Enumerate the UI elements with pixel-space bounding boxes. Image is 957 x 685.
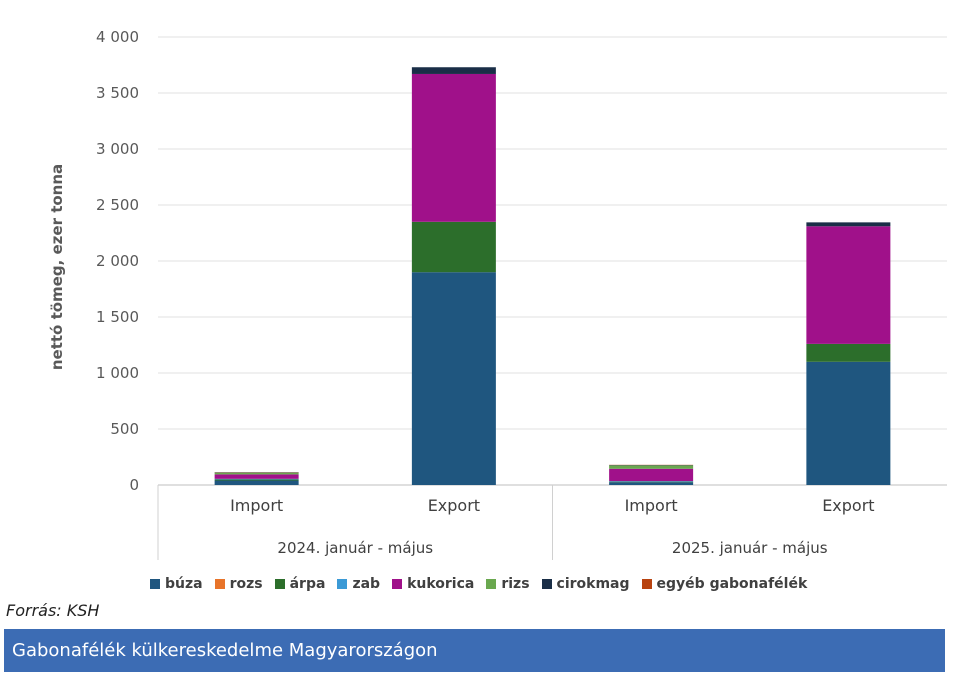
x-category-label: Export <box>822 496 874 515</box>
y-axis-title: nettó tömeg, ezer tonna <box>48 164 66 370</box>
legend-swatch <box>641 579 652 589</box>
y-tick-label: 3 500 <box>96 84 139 102</box>
bar-segment-árpa <box>609 481 694 483</box>
bar-segment-rizs <box>214 472 299 475</box>
bar-segment-zab <box>214 478 299 480</box>
bar-segment-árpa <box>214 479 299 481</box>
legend-item: cirokmag <box>541 576 630 592</box>
x-category-label: Import <box>625 496 678 515</box>
legend-item: kukorica <box>392 576 474 592</box>
legend: búza rozs árpa zab kukorica rizs cirokmag egyéb… <box>150 576 807 592</box>
legend-label: rizs <box>501 576 530 592</box>
x-category-label: Import <box>230 496 283 515</box>
y-tick-label: 2 000 <box>96 252 139 270</box>
legend-label: egyéb gabonafélék <box>656 576 808 592</box>
legend-swatch <box>150 579 160 589</box>
legend-swatch <box>486 579 497 589</box>
y-tick-label: 1 000 <box>96 364 139 382</box>
legend-item: árpa <box>274 576 326 592</box>
bar-segment-cirokmag <box>806 222 891 227</box>
y-tick-label: 2 500 <box>96 196 139 214</box>
legend-item: zab <box>337 576 380 592</box>
legend-label: zab <box>352 576 381 592</box>
y-tick-label: 1 500 <box>96 308 139 326</box>
bar-segment-búza <box>609 482 694 485</box>
bar-segment-kukorica <box>806 226 891 344</box>
bar-segment-búza <box>411 272 496 485</box>
legend-label: búza <box>165 576 203 592</box>
bar-segment-búza <box>806 361 891 485</box>
caption-title: Gabonafélék külkereskedelme Magyarország… <box>12 640 438 661</box>
legend-item: búza <box>150 576 203 592</box>
x-group-label: 2024. január - május <box>277 539 433 557</box>
source-note: Forrás: KSH <box>6 601 100 620</box>
bar-segment-árpa <box>806 343 891 362</box>
legend-item: egyéb gabonafélék <box>641 576 808 592</box>
legend-item: rozs <box>214 576 263 592</box>
legend-swatch <box>392 579 403 589</box>
y-tick-label: 0 <box>129 476 139 494</box>
bar-segment-árpa <box>411 221 496 273</box>
bar-segment-kukorica <box>609 468 694 482</box>
y-tick-label: 3 000 <box>96 140 139 158</box>
y-tick-label: 4 000 <box>96 28 139 46</box>
legend-swatch <box>214 579 225 589</box>
bar-segment-kukorica <box>214 474 299 479</box>
legend-swatch <box>274 579 285 589</box>
caption-bar: Gabonafélék külkereskedelme Magyarország… <box>4 629 945 672</box>
legend-label: kukorica <box>407 576 475 592</box>
bar-segment-zab <box>609 481 694 482</box>
legend-label: cirokmag <box>556 576 630 592</box>
legend-label: árpa <box>289 576 326 592</box>
legend-swatch <box>541 579 552 589</box>
bar-segment-rizs <box>609 465 694 469</box>
legend-swatch <box>337 579 348 589</box>
legend-label: rozs <box>229 576 263 592</box>
x-group-label: 2025. január - május <box>672 539 828 557</box>
chart: 0 500 1 000 1 500 2 000 2 500 3 000 3 500 4 000 I… <box>48 28 947 560</box>
legend-item: rizs <box>486 576 530 592</box>
y-tick-label: 500 <box>110 420 139 438</box>
bar-segment-kukorica <box>411 73 496 222</box>
x-category-label: Export <box>428 496 480 515</box>
bar-segment-búza <box>214 480 299 485</box>
bar-segment-cirokmag <box>411 67 496 74</box>
